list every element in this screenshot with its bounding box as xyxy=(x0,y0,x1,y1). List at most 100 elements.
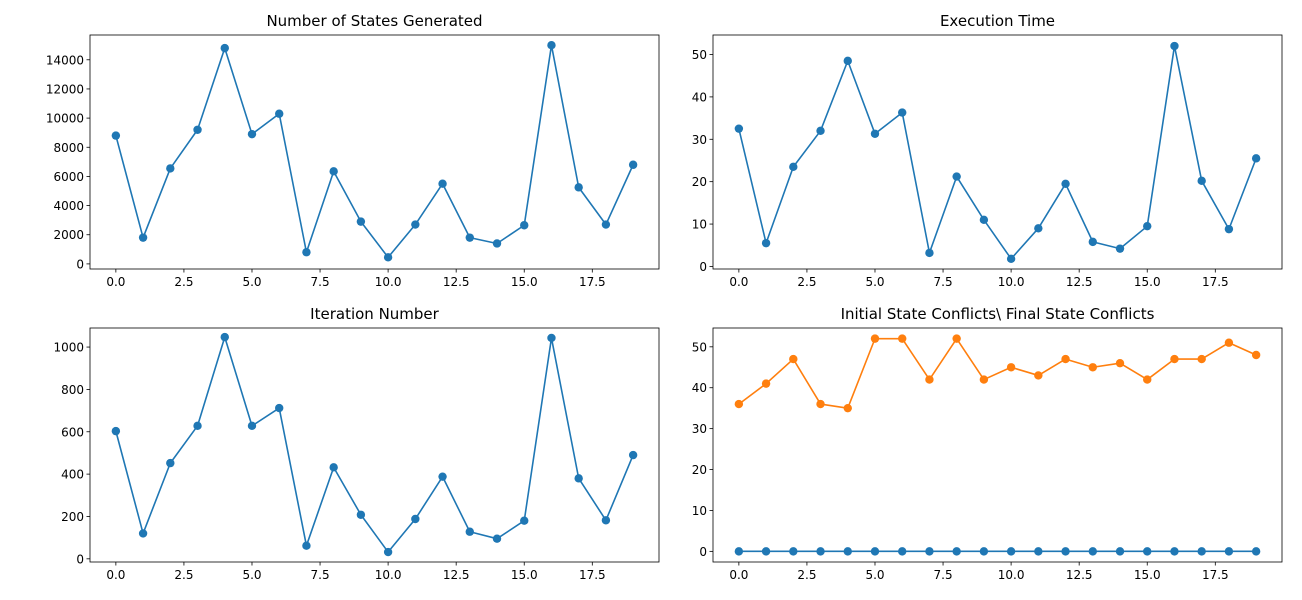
chart-title: Initial State Conflicts\ Final State Con… xyxy=(841,305,1155,323)
data-point xyxy=(193,125,202,134)
data-point xyxy=(925,547,934,556)
y-tick-label: 0 xyxy=(699,260,707,274)
data-point xyxy=(1170,547,1179,556)
y-tick-label: 0 xyxy=(76,552,84,566)
y-tick-label: 14000 xyxy=(46,53,84,67)
data-point xyxy=(1224,338,1234,347)
data-point xyxy=(247,421,257,431)
data-point xyxy=(1197,176,1206,186)
chart-state-conflicts: Initial State Conflicts\ Final State Con… xyxy=(692,305,1283,582)
series-line xyxy=(115,336,634,553)
series-line xyxy=(738,45,1257,260)
data-point xyxy=(898,334,907,343)
data-point xyxy=(356,510,366,519)
data-point xyxy=(1061,354,1070,364)
data-point xyxy=(843,56,852,66)
y-tick-label: 0 xyxy=(699,545,707,559)
plot-frame xyxy=(712,34,1283,270)
y-tick-label: 30 xyxy=(692,422,707,436)
x-tick-label: 0.0 xyxy=(106,275,125,289)
x-tick-label: 5.0 xyxy=(865,568,884,582)
data-point xyxy=(275,403,284,413)
data-point xyxy=(220,43,229,53)
y-tick-label: 50 xyxy=(692,48,707,62)
y-tick-label: 4000 xyxy=(53,199,84,213)
data-point xyxy=(138,233,148,242)
x-tick-label: 7.5 xyxy=(934,275,953,289)
data-point xyxy=(843,547,852,556)
plot-frame xyxy=(712,327,1283,563)
data-point xyxy=(870,129,880,138)
data-point xyxy=(520,221,529,230)
y-tick-label: 10000 xyxy=(46,112,84,126)
data-point xyxy=(492,239,502,248)
data-point xyxy=(1115,244,1125,253)
data-point xyxy=(547,333,556,343)
data-point xyxy=(734,399,744,409)
x-tick-label: 12.5 xyxy=(1066,275,1093,289)
data-point xyxy=(329,167,338,176)
data-point xyxy=(898,108,907,117)
chart-execution-time: Execution Time 0.0 2.5 5.0 7.5 10.0 12.5 15.0 1… xyxy=(692,12,1283,289)
x-tick-label: 0.0 xyxy=(729,275,748,289)
data-point xyxy=(520,516,529,525)
data-point xyxy=(1061,179,1070,188)
y-tick-label: 400 xyxy=(61,468,84,482)
data-point xyxy=(1224,224,1234,234)
x-tick-label: 7.5 xyxy=(934,568,953,582)
data-point xyxy=(1034,224,1043,233)
data-point xyxy=(383,253,393,262)
data-point xyxy=(870,334,880,343)
data-point xyxy=(979,375,989,384)
x-tick-label: 0.0 xyxy=(106,568,125,582)
x-tick-label: 2.5 xyxy=(174,568,193,582)
x-tick-label: 7.5 xyxy=(311,568,330,582)
x-tick-label: 15.0 xyxy=(1134,275,1161,289)
data-point xyxy=(138,529,148,538)
data-point xyxy=(1197,354,1206,364)
chart-iteration-number: Iteration Number 0.0 2.5 5.0 7.5 10.0 12.5 15.… xyxy=(53,305,660,582)
data-point xyxy=(816,126,825,136)
series-line xyxy=(115,44,634,259)
x-tick-label: 17.5 xyxy=(579,568,606,582)
data-point xyxy=(1034,371,1043,380)
data-point xyxy=(1115,547,1125,556)
data-point xyxy=(166,458,175,468)
x-tick-label: 5.0 xyxy=(242,568,261,582)
data-point xyxy=(574,474,583,483)
data-point xyxy=(438,179,447,188)
x-tick-label: 0.0 xyxy=(729,568,748,582)
chart-title: Execution Time xyxy=(940,12,1055,30)
y-tick-label: 6000 xyxy=(53,170,84,184)
x-tick-label: 17.5 xyxy=(1202,275,1229,289)
data-point xyxy=(1006,254,1016,264)
data-point xyxy=(1251,154,1261,163)
data-point xyxy=(761,238,771,248)
x-tick-label: 15.0 xyxy=(511,568,538,582)
x-tick-label: 2.5 xyxy=(797,568,816,582)
data-point xyxy=(438,472,447,481)
data-point xyxy=(111,131,121,140)
x-tick-label: 10.0 xyxy=(375,275,402,289)
x-tick-label: 2.5 xyxy=(174,275,193,289)
data-point xyxy=(547,41,556,50)
y-tick-label: 10 xyxy=(692,218,707,232)
data-point xyxy=(1088,237,1097,247)
series-line xyxy=(738,337,1257,409)
data-point xyxy=(1088,363,1097,372)
x-tick-label: 10.0 xyxy=(375,568,402,582)
data-point xyxy=(1224,547,1234,556)
y-tick-label: 600 xyxy=(61,425,84,439)
y-tick-label: 200 xyxy=(61,510,84,524)
y-tick-label: 40 xyxy=(692,381,707,395)
y-tick-label: 12000 xyxy=(46,82,84,96)
data-point xyxy=(1061,547,1070,556)
y-tick-label: 2000 xyxy=(53,228,84,242)
data-point xyxy=(870,547,880,556)
y-tick-label: 20 xyxy=(692,175,707,189)
data-point xyxy=(843,403,852,413)
data-point xyxy=(734,547,744,556)
x-tick-label: 2.5 xyxy=(797,275,816,289)
data-point xyxy=(1251,350,1261,360)
